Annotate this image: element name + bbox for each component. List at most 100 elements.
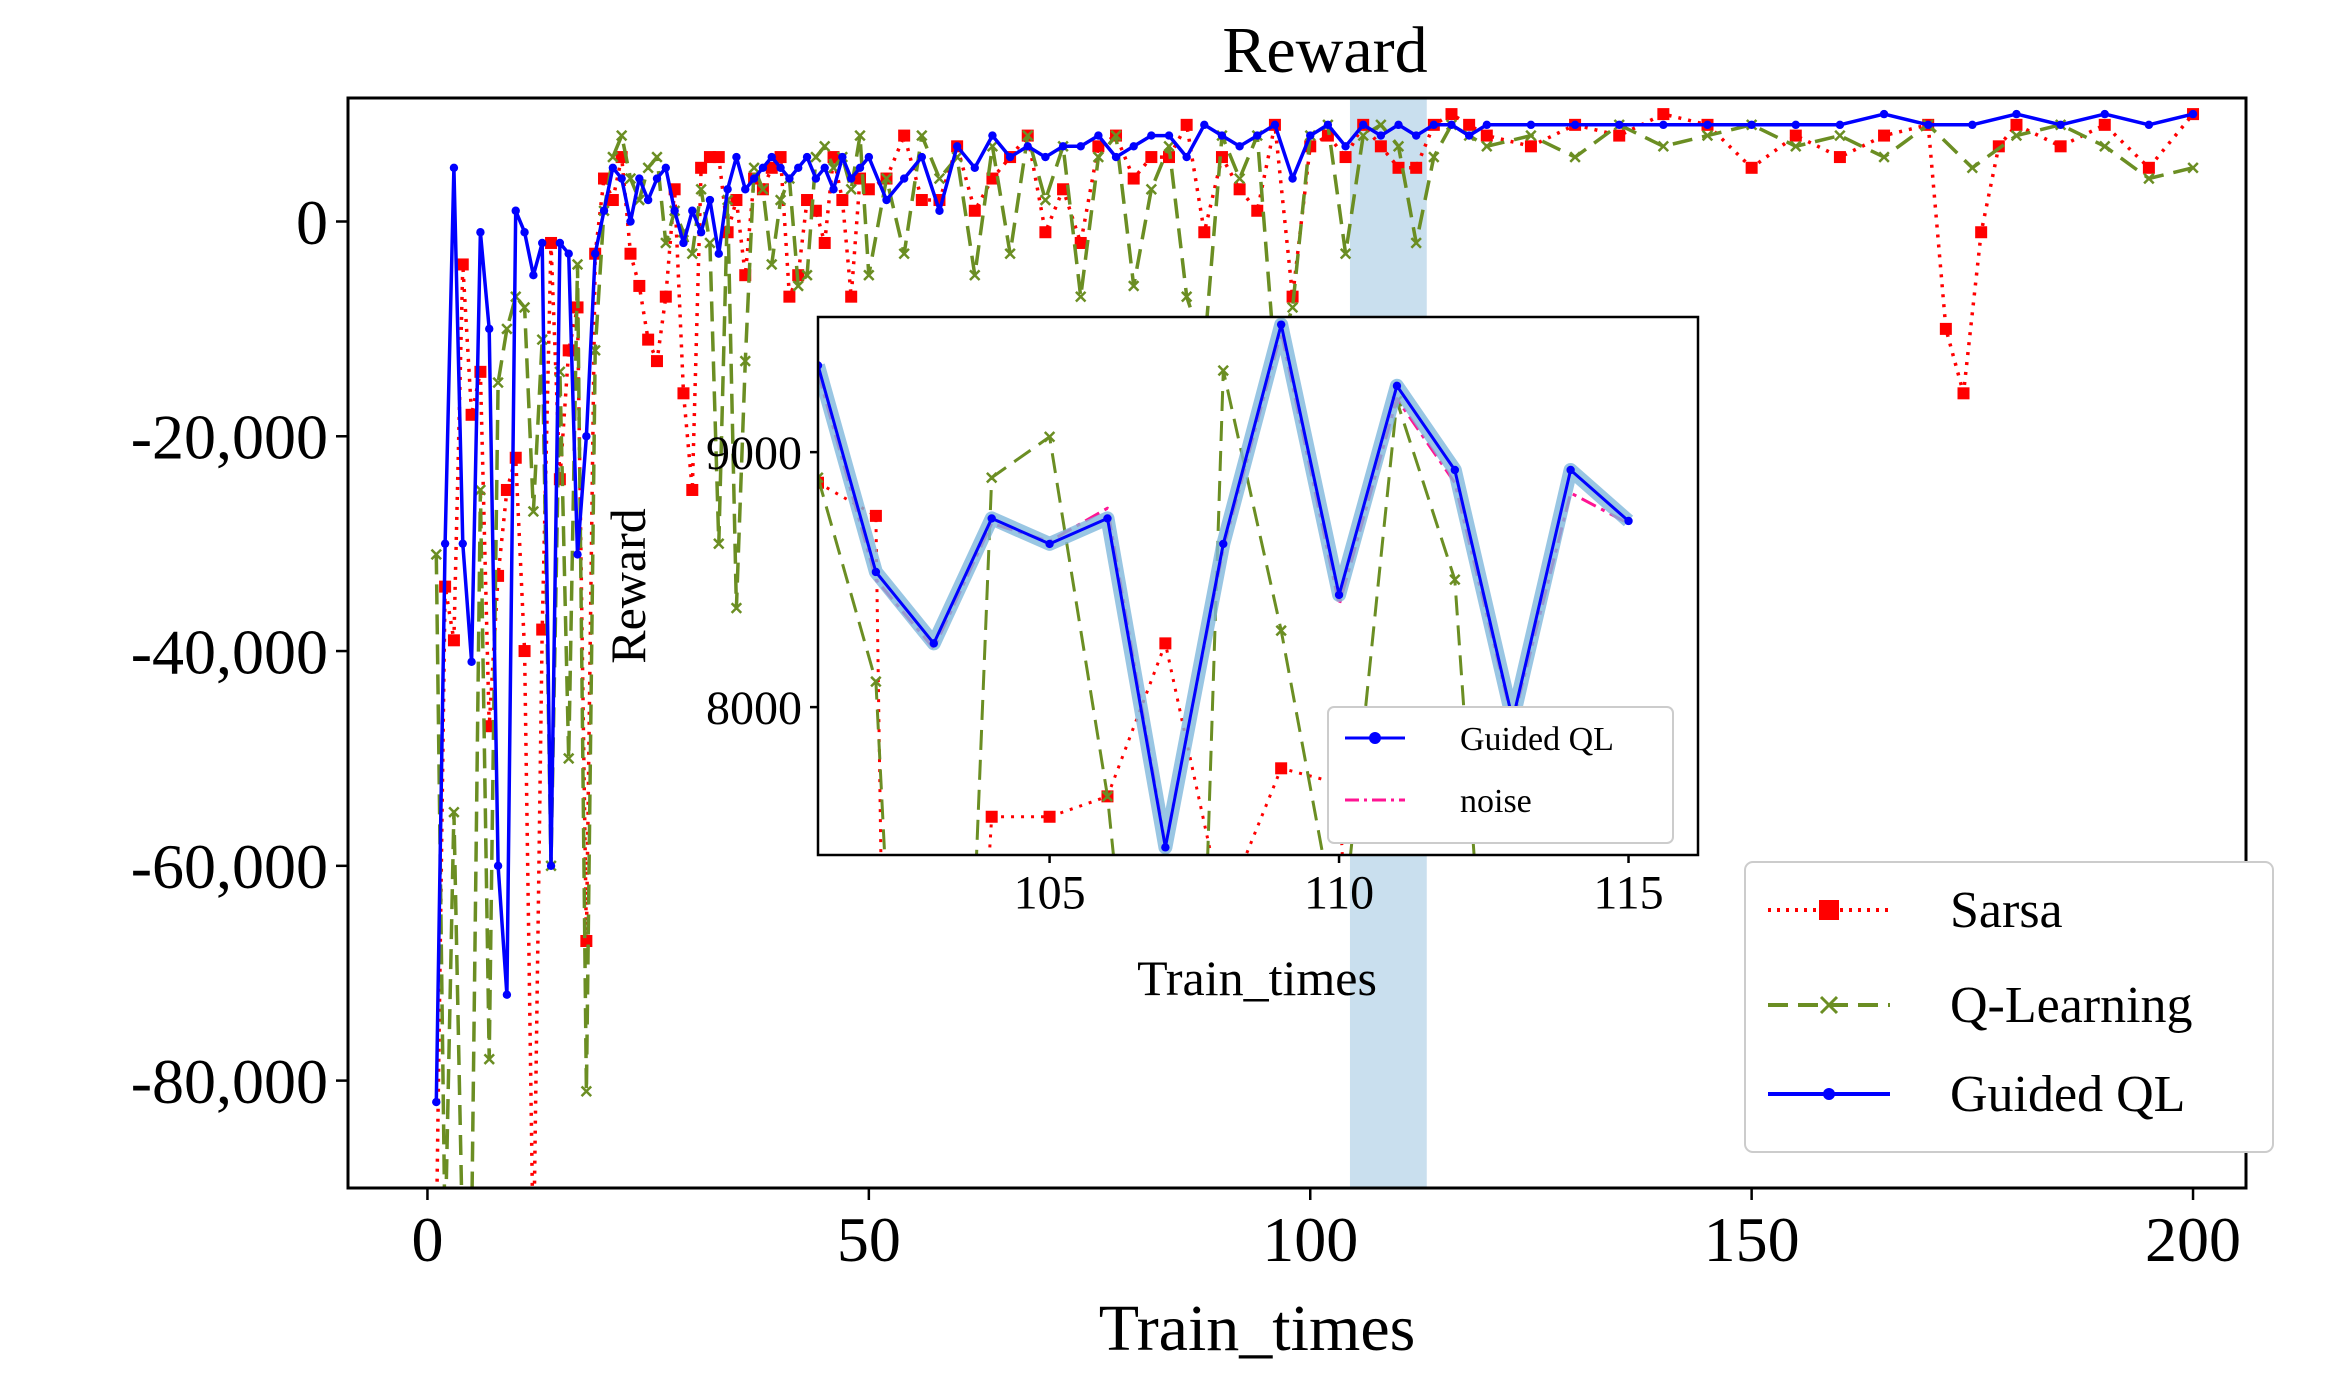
- legend-marker-sarsa: [1819, 900, 1839, 920]
- inset-chart: 105 110 115 8000 9000 Train_times Reward: [600, 315, 1700, 1006]
- main-series-guided-ql-point: [802, 152, 812, 162]
- inset-x-tick-label: 110: [1304, 867, 1374, 920]
- inset-series-guided-ql-point: [1334, 590, 1344, 600]
- main-series-guided-ql-point: [882, 195, 891, 205]
- main-series-guided-ql-point: [767, 152, 776, 162]
- main-series-q-learning-point: [739, 355, 751, 367]
- main-series-guided-ql-point: [1076, 142, 1085, 151]
- main-series-q-learning-point: [660, 237, 672, 249]
- main-series-guided-ql-point: [485, 324, 494, 334]
- main-series-q-learning-point: [1286, 301, 1299, 314]
- main-series-guided-ql-point: [899, 174, 909, 183]
- legend-marker-q-learning: [1819, 995, 1839, 1015]
- main-series-q-learning-point: [845, 183, 857, 195]
- main-series-guided-ql-point: [935, 206, 944, 215]
- inset-plot-frame: [816, 315, 1700, 857]
- main-series-guided-ql-point: [1041, 152, 1050, 162]
- main-series-guided-ql-point: [1411, 131, 1421, 140]
- main-series-q-learning-point: [1375, 119, 1387, 131]
- main-series-guided-ql-point: [838, 152, 847, 162]
- inset-legend-box: [1327, 706, 1674, 844]
- main-series-guided-ql-point: [599, 206, 609, 215]
- main-series-q-learning-point: [686, 248, 698, 260]
- legend-label-q-learning: Q-Learning: [1950, 977, 2193, 1034]
- main-series-q-learning-point: [1163, 140, 1175, 153]
- main-series-guided-ql-point: [749, 174, 759, 183]
- main-series-guided-ql-point: [432, 1097, 441, 1107]
- main-series-q-learning-point: [1392, 140, 1405, 153]
- inset-series-sarsa-point: [869, 509, 882, 522]
- main-series-sarsa-point: [1657, 108, 1670, 121]
- main-series-guided-ql-point: [635, 174, 644, 183]
- main-series-sarsa-point: [1127, 172, 1140, 185]
- main-series-q-learning-point: [1145, 183, 1158, 195]
- inset-legend-label-guided: Guided QL: [1460, 721, 1614, 758]
- main-series-guided-ql-point: [1094, 131, 1103, 140]
- inset-series-sarsa-point: [1217, 905, 1229, 917]
- main-series-guided-ql-point: [1323, 120, 1333, 130]
- main-series-q-learning-point: [1127, 280, 1140, 292]
- main-x-tick-label: 50: [837, 1204, 901, 1275]
- inset-series-q-learning-point: [818, 471, 824, 484]
- main-series-guided-ql-point: [1923, 120, 1933, 130]
- main-series-guided-ql-point: [1615, 120, 1624, 130]
- main-series-sarsa-point: [1613, 129, 1626, 142]
- main-series-sarsa-point: [1939, 322, 1952, 335]
- inset-series-guided-ql-point: [871, 567, 881, 577]
- inset-series-q-learning-point: [1217, 364, 1229, 377]
- main-series-sarsa-point: [712, 151, 725, 164]
- main-series-q-learning-point: [1110, 129, 1122, 142]
- main-series-sarsa-point: [2010, 118, 2023, 131]
- main-series-guided-ql-point: [546, 861, 556, 871]
- main-series-guided-ql-point: [1306, 131, 1315, 140]
- main-series-q-learning-point: [2143, 172, 2155, 185]
- main-series-sarsa-point: [968, 204, 981, 217]
- legend-label-sarsa: Sarsa: [1950, 882, 2063, 939]
- main-series-guided-ql-point: [573, 550, 582, 559]
- main-series-q-learning-point: [916, 129, 928, 142]
- main-series-sarsa-point: [1480, 129, 1493, 142]
- main-series-guided-ql-point: [2056, 120, 2065, 130]
- main-series-guided-ql-point: [1359, 120, 1368, 130]
- inset-series-guided-ql-point: [1566, 465, 1575, 475]
- main-series-q-learning-point: [1481, 140, 1493, 153]
- main-y-tick-label: 0: [296, 187, 328, 258]
- inset-series-guided-ql-point: [1103, 514, 1112, 523]
- main-series-sarsa-point: [1074, 236, 1087, 249]
- main-series-q-learning-point: [1339, 248, 1352, 260]
- inset-series-sarsa-point: [980, 905, 992, 917]
- main-series-sarsa-point: [650, 355, 663, 368]
- main-legend-box: [1744, 861, 2274, 1153]
- inset-legend-label-noise: noise: [1460, 783, 1532, 820]
- main-series-q-learning-point: [501, 323, 513, 335]
- main-series-sarsa-point: [1339, 151, 1352, 164]
- inset-x-tick-label: 105: [1014, 867, 1086, 920]
- inset-series-q-learning-point: [1114, 906, 1124, 916]
- main-series-guided-ql-point: [476, 228, 485, 237]
- main-series-sarsa-point: [1524, 140, 1537, 153]
- main-series-q-learning-point: [819, 140, 831, 153]
- chart-title: Reward: [1222, 14, 1427, 87]
- main-series-sarsa-point: [1251, 204, 1264, 217]
- main-series-q-learning-point: [1075, 290, 1087, 303]
- main-series-q-learning-point: [571, 258, 584, 271]
- main-series-guided-ql-point: [970, 163, 979, 173]
- main-series-guided-ql-point: [1341, 142, 1350, 151]
- inset-y-tick-label: 8000: [706, 682, 802, 735]
- main-axes-layer: 0 50 100 150 200 0 -20,000 -40,000 -60,000 -80,00…: [131, 187, 2241, 1275]
- main-series-guided-ql-point: [1447, 120, 1456, 130]
- main-series-sarsa-point: [2098, 118, 2111, 131]
- main-series-q-learning-point: [1428, 151, 1440, 163]
- main-series-sarsa-point: [447, 634, 460, 647]
- main-series-sarsa-point: [1321, 129, 1334, 142]
- main-series-sarsa-point: [2054, 140, 2067, 153]
- main-series-sarsa-point: [1039, 226, 1052, 239]
- main-series-guided-ql-point: [502, 990, 512, 999]
- inset-series-sarsa-point: [985, 810, 998, 823]
- main-series-q-learning-point: [1525, 129, 1537, 142]
- main-series-guided-ql-point: [608, 163, 618, 173]
- main-y-tick-label: -40,000: [131, 616, 328, 687]
- inset-series-q-learning-point: [870, 675, 882, 688]
- main-series-q-learning-point: [458, 1248, 468, 1258]
